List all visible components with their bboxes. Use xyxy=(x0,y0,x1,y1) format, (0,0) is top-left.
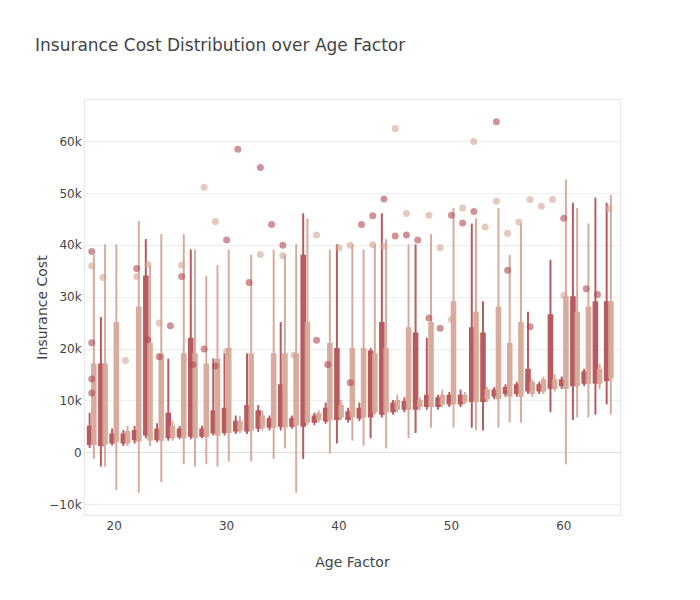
svg-text:10k: 10k xyxy=(59,394,81,408)
svg-text:60: 60 xyxy=(556,519,571,533)
svg-text:20k: 20k xyxy=(59,342,81,356)
svg-text:Insurance Cost: Insurance Cost xyxy=(34,255,50,360)
svg-text:20: 20 xyxy=(107,519,122,533)
svg-text:−10k: −10k xyxy=(49,498,81,512)
svg-text:Insurance Cost Distribution ov: Insurance Cost Distribution over Age Fac… xyxy=(35,35,405,55)
svg-text:60k: 60k xyxy=(59,135,81,149)
svg-text:40k: 40k xyxy=(59,238,81,252)
svg-text:30: 30 xyxy=(219,519,234,533)
svg-text:30k: 30k xyxy=(59,290,81,304)
svg-text:50: 50 xyxy=(444,519,459,533)
svg-text:Age Factor: Age Factor xyxy=(315,554,390,570)
svg-text:40: 40 xyxy=(331,519,346,533)
svg-text:50k: 50k xyxy=(59,187,81,201)
svg-text:0: 0 xyxy=(74,446,82,460)
